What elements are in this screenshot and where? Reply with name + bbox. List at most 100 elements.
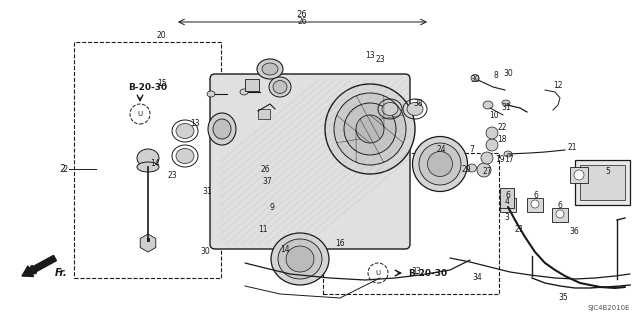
Ellipse shape	[382, 102, 398, 115]
Text: 31: 31	[501, 102, 511, 112]
Text: 24: 24	[436, 145, 446, 153]
Circle shape	[477, 163, 491, 177]
Text: 14: 14	[150, 160, 160, 168]
Text: 2: 2	[59, 164, 65, 174]
Ellipse shape	[334, 93, 406, 165]
Bar	[500, 198, 516, 212]
Text: 36: 36	[569, 227, 579, 236]
Text: 21: 21	[515, 226, 524, 234]
Ellipse shape	[344, 103, 396, 155]
Text: 7: 7	[470, 145, 474, 153]
Text: 10: 10	[489, 112, 499, 121]
Text: 26: 26	[297, 17, 307, 26]
Text: 4: 4	[504, 197, 509, 205]
Bar	[323, 153, 499, 294]
Ellipse shape	[407, 102, 423, 115]
Bar	[258, 109, 270, 119]
Ellipse shape	[278, 239, 322, 279]
Text: 33: 33	[411, 268, 421, 277]
Circle shape	[574, 170, 584, 180]
Ellipse shape	[504, 151, 512, 157]
Ellipse shape	[271, 233, 329, 285]
Ellipse shape	[137, 162, 159, 172]
Text: B-20-30: B-20-30	[408, 269, 447, 278]
Text: 21: 21	[567, 144, 577, 152]
Circle shape	[556, 210, 564, 218]
Text: 3: 3	[504, 213, 509, 222]
Circle shape	[504, 200, 512, 208]
Ellipse shape	[273, 80, 287, 93]
Text: 26: 26	[260, 165, 270, 174]
Ellipse shape	[467, 164, 477, 172]
Text: B-20-30: B-20-30	[128, 84, 167, 93]
Text: 14: 14	[280, 246, 290, 255]
Text: 2: 2	[62, 165, 68, 174]
Text: U: U	[138, 111, 143, 117]
Ellipse shape	[286, 246, 314, 272]
Ellipse shape	[176, 123, 194, 138]
Ellipse shape	[325, 84, 415, 174]
Text: Fr.: Fr.	[55, 268, 68, 278]
Bar	[74, 42, 221, 278]
Bar	[580, 165, 625, 200]
Text: 16: 16	[335, 239, 345, 248]
Text: 19: 19	[495, 155, 505, 165]
Ellipse shape	[213, 119, 231, 139]
FancyBboxPatch shape	[210, 74, 410, 249]
Bar	[570, 167, 588, 183]
Text: 23: 23	[375, 56, 385, 64]
Text: 11: 11	[259, 226, 268, 234]
Text: 23: 23	[167, 172, 177, 181]
Bar	[500, 188, 514, 208]
Text: 29: 29	[461, 166, 471, 174]
Text: 27: 27	[482, 167, 492, 176]
Text: 30: 30	[470, 75, 480, 84]
Ellipse shape	[502, 100, 510, 106]
Ellipse shape	[413, 137, 467, 191]
Text: 8: 8	[493, 71, 499, 80]
Ellipse shape	[137, 149, 159, 167]
Text: 15: 15	[157, 78, 167, 87]
Text: 26: 26	[297, 10, 307, 19]
Text: 13: 13	[365, 51, 375, 61]
Ellipse shape	[269, 77, 291, 97]
Text: 34: 34	[472, 273, 482, 283]
Text: 31: 31	[202, 187, 212, 196]
Text: 22: 22	[497, 123, 507, 132]
Bar	[245, 79, 259, 91]
Text: 30: 30	[503, 70, 513, 78]
Text: 6: 6	[506, 190, 511, 199]
Ellipse shape	[356, 115, 384, 143]
Text: 5: 5	[605, 167, 611, 176]
Ellipse shape	[428, 152, 452, 176]
Ellipse shape	[176, 149, 194, 164]
Ellipse shape	[257, 59, 283, 79]
Bar	[575, 160, 630, 205]
Text: SJC4B2010E: SJC4B2010E	[588, 305, 630, 311]
Text: 6: 6	[557, 202, 563, 211]
Text: 13: 13	[190, 120, 200, 129]
Text: 12: 12	[553, 81, 563, 91]
Ellipse shape	[240, 89, 248, 95]
Text: 30: 30	[200, 248, 210, 256]
Text: 18: 18	[497, 136, 507, 145]
Ellipse shape	[419, 143, 461, 185]
Circle shape	[486, 127, 498, 139]
Bar	[552, 208, 568, 222]
Ellipse shape	[471, 75, 479, 81]
Ellipse shape	[483, 101, 493, 109]
Ellipse shape	[208, 113, 236, 145]
Ellipse shape	[207, 91, 215, 97]
Circle shape	[531, 200, 539, 208]
Circle shape	[486, 139, 498, 151]
FancyArrow shape	[22, 256, 56, 277]
Text: 6: 6	[534, 190, 538, 199]
Ellipse shape	[262, 63, 278, 75]
Bar	[527, 198, 543, 212]
Text: 20: 20	[156, 32, 166, 41]
Text: 9: 9	[269, 204, 275, 212]
Text: 35: 35	[558, 293, 568, 301]
Text: U: U	[376, 270, 381, 276]
Text: 37: 37	[262, 176, 272, 186]
Circle shape	[481, 152, 493, 164]
